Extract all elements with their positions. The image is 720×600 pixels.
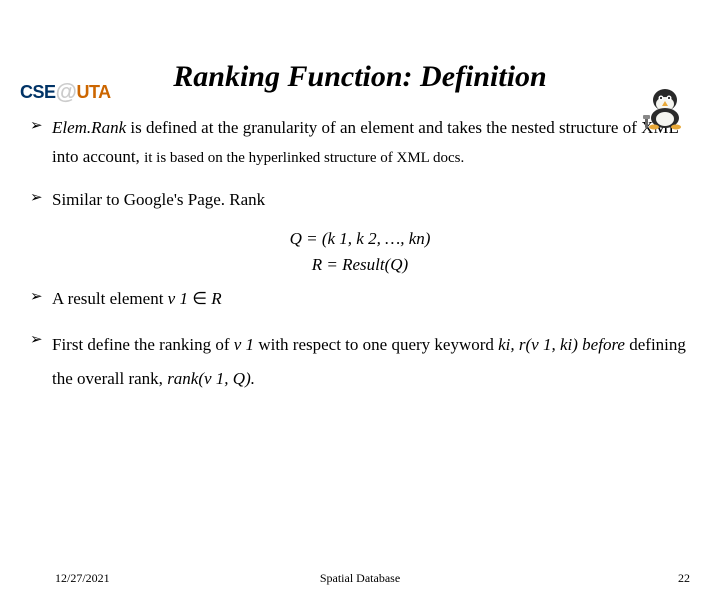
b4-v1: v 1: [234, 335, 254, 354]
bullet-text: First define the ranking of v 1 with res…: [52, 328, 690, 396]
logo-at: @: [56, 79, 77, 104]
footer: 12/27/2021 Spatial Database 22: [0, 571, 720, 586]
bullet-4: ➢ First define the ranking of v 1 with r…: [30, 328, 690, 396]
b3-post: R: [211, 289, 221, 308]
bullet-1: ➢ Elem.Rank is defined at the granularit…: [30, 114, 690, 172]
b4-v2: ki, r(v 1, ki): [498, 335, 578, 354]
content-area: ➢ Elem.Rank is defined at the granularit…: [30, 114, 690, 396]
equation-q: Q = (k 1, k 2, …, kn): [30, 229, 690, 249]
bullet-3: ➢ A result element v 1 ∈ R: [30, 285, 690, 314]
mascot-icon: [640, 80, 690, 130]
bullet-2: ➢ Similar to Google's Page. Rank: [30, 186, 690, 215]
b3-var: v 1: [168, 289, 188, 308]
logo: CSE@UTA: [20, 78, 111, 104]
equation-r: R = Result(Q): [30, 255, 690, 275]
footer-title: Spatial Database: [320, 571, 400, 586]
footer-page-number: 22: [678, 571, 690, 586]
bullet-marker: ➢: [30, 328, 52, 396]
bullet-marker: ➢: [30, 114, 52, 172]
b4-t2: with respect to one query keyword: [254, 335, 498, 354]
b4-t1: First define the ranking of: [52, 335, 234, 354]
element-of-symbol: ∈: [188, 289, 211, 308]
b4-v3: rank(v 1, Q).: [167, 369, 255, 388]
footer-date: 12/27/2021: [55, 571, 110, 586]
bullet-text: Elem.Rank is defined at the granularity …: [52, 114, 690, 172]
logo-cse: CSE: [20, 82, 56, 102]
bullet-text: A result element v 1 ∈ R: [52, 285, 690, 314]
term-elemrank: Elem.Rank: [52, 118, 126, 137]
logo-uta: UTA: [76, 82, 110, 102]
bullet-marker: ➢: [30, 285, 52, 314]
b1-post: it is based on the hyperlinked structure…: [144, 150, 464, 166]
b3-pre: A result element: [52, 289, 168, 308]
b4-before: before: [582, 335, 625, 354]
bullet-marker: ➢: [30, 186, 52, 215]
bullet-text: Similar to Google's Page. Rank: [52, 186, 690, 215]
